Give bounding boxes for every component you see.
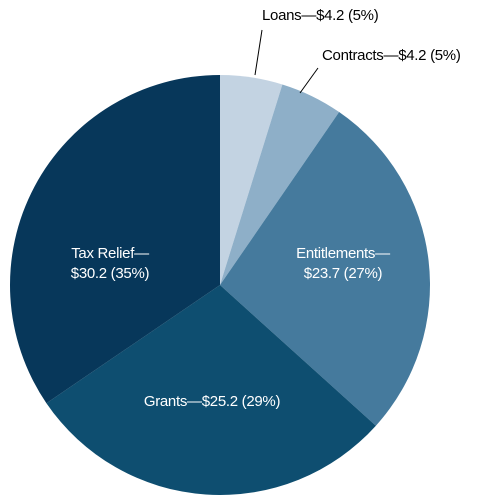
slice-label: Loans—$4.2 (5%) bbox=[262, 7, 379, 24]
category-label: Contracts— bbox=[322, 47, 398, 64]
value-label: $4.2 (5%) bbox=[398, 47, 461, 64]
category-label: Tax Relief— bbox=[71, 245, 149, 262]
pie-slice bbox=[220, 75, 283, 285]
slice-label: Entitlements— $23.7 (27%) bbox=[296, 245, 390, 282]
category-label: Grants— bbox=[144, 393, 202, 410]
category-label: Loans— bbox=[262, 7, 316, 24]
value-label: $25.2 (29%) bbox=[202, 393, 281, 410]
category-label: Entitlements— bbox=[296, 245, 390, 262]
value-label: $4.2 (5%) bbox=[316, 7, 379, 24]
value-label: $23.7 (27%) bbox=[304, 265, 383, 282]
pie-slice bbox=[220, 112, 430, 426]
leader-line bbox=[299, 67, 319, 94]
pie-slice bbox=[9, 75, 221, 404]
slice-label: Contracts—$4.2 (5%) bbox=[322, 47, 461, 64]
pie-slice bbox=[46, 285, 376, 495]
value-label: $30.2 (35%) bbox=[71, 265, 150, 282]
pie-slice bbox=[220, 84, 340, 285]
leader-line bbox=[254, 29, 263, 76]
slice-label: Tax Relief— $30.2 (35%) bbox=[71, 245, 150, 282]
slice-label: Grants—$25.2 (29%) bbox=[144, 393, 281, 410]
